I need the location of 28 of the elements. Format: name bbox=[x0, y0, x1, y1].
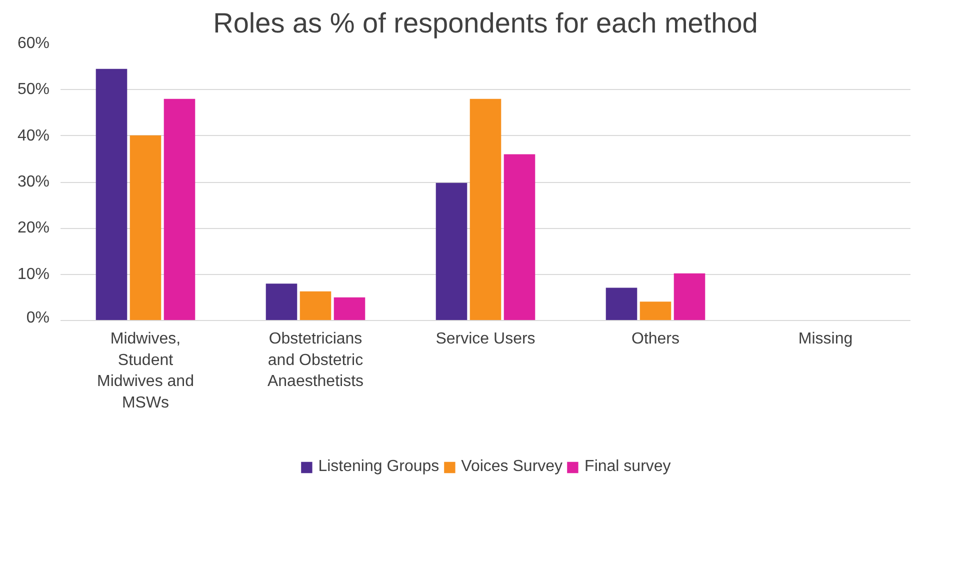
bar bbox=[130, 135, 162, 320]
bar bbox=[164, 98, 196, 320]
x-tick-label: Missing bbox=[798, 330, 853, 348]
bar bbox=[640, 302, 672, 320]
bar bbox=[300, 291, 332, 320]
legend-label: Voices Survey bbox=[461, 458, 563, 476]
x-tick-label: Service Users bbox=[436, 330, 536, 348]
bar bbox=[606, 288, 638, 320]
bar bbox=[504, 154, 536, 320]
y-tick-label: 20% bbox=[17, 220, 50, 237]
legend-label: Final survey bbox=[584, 458, 671, 476]
y-tick-label: 60% bbox=[17, 35, 50, 52]
x-tick-label: Midwives, Student Midwives and MSWs bbox=[97, 330, 194, 412]
y-tick-label: 30% bbox=[17, 174, 50, 190]
bar bbox=[436, 182, 468, 320]
bar bbox=[266, 284, 298, 320]
legend-label: Listening Groups bbox=[318, 458, 440, 476]
y-tick-label: 0% bbox=[26, 310, 50, 326]
x-tick-label: Others bbox=[631, 330, 680, 348]
bar bbox=[470, 98, 502, 320]
y-tick-label: 40% bbox=[17, 127, 50, 144]
y-tick-label: 10% bbox=[17, 266, 50, 283]
y-tick-label: 50% bbox=[17, 81, 50, 98]
x-tick-label: Obstetricians and Obstetric Anaesthetists bbox=[267, 330, 364, 390]
bar bbox=[334, 297, 366, 320]
bar bbox=[674, 273, 706, 320]
bar bbox=[96, 68, 128, 320]
chart-title: Roles as % of respondents for each method bbox=[213, 8, 758, 38]
